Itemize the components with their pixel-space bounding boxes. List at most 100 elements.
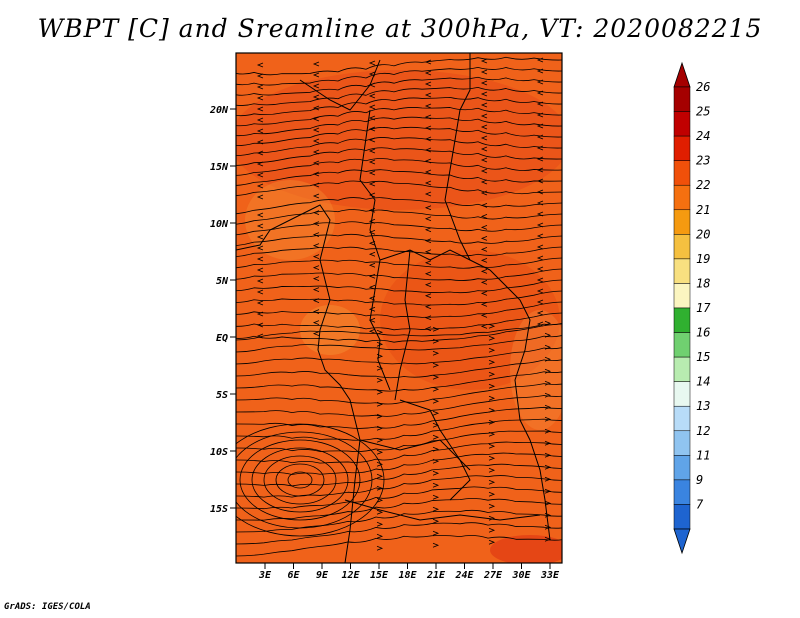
lat-tick-label: 20N <box>209 105 229 116</box>
streamline <box>236 169 562 186</box>
colorbar-bottom-arrow <box>673 528 691 555</box>
colorbar-top-arrow <box>673 61 691 88</box>
streamline-arrow <box>368 60 376 66</box>
streamline-arrow <box>256 311 264 317</box>
streamline-arrow <box>368 328 376 334</box>
streamline-arrow <box>256 333 264 339</box>
streamline-arrow <box>536 310 544 316</box>
streamline-arrow <box>424 81 432 87</box>
lon-tick-label: 27E <box>483 570 503 581</box>
streamline <box>236 522 562 545</box>
streamline-arrow <box>424 205 432 211</box>
streamline-arrow <box>432 542 440 548</box>
streamline-arrow <box>256 95 264 101</box>
streamline-arrow <box>488 347 496 353</box>
colorbar-swatch <box>673 430 691 456</box>
lat-tick-label: EQ <box>216 333 228 344</box>
streamline-arrow <box>368 104 376 110</box>
streamline-arrow <box>424 169 432 175</box>
lon-tick-label: 21E <box>426 570 446 581</box>
streamline-arrow <box>536 101 544 107</box>
colorbar-label: 22 <box>696 178 710 192</box>
streamline-arrow <box>488 479 496 485</box>
streamline-arrow <box>376 473 384 479</box>
streamline-arrow <box>376 545 384 551</box>
streamline-arrow <box>488 491 496 497</box>
streamline-arrow <box>544 368 552 374</box>
streamline-arrow <box>488 431 496 437</box>
streamline-arrow <box>544 404 552 410</box>
streamline-arrow <box>480 291 488 296</box>
streamline-arrow <box>480 146 488 152</box>
streamline-arrow <box>368 273 376 279</box>
longitude-axis: 3E 6E 9E 12E 15E 18E 21E 24E 27E 30E 33E <box>258 563 560 581</box>
streamline-arrow <box>432 386 440 392</box>
streamline-arrow <box>424 315 432 321</box>
streamline-arrow <box>256 150 264 156</box>
streamline-arrow <box>424 304 432 310</box>
streamline <box>236 56 562 76</box>
streamline-arrow <box>256 234 264 240</box>
wbpt-warm-patch-east <box>380 250 560 390</box>
streamline-arrow <box>488 455 496 461</box>
streamline-arrow <box>424 125 432 131</box>
streamline-arrow <box>312 320 320 325</box>
colorbar-swatch <box>673 160 691 186</box>
streamline-arrow <box>480 124 488 130</box>
streamline-arrow <box>480 135 488 141</box>
streamline-arrow <box>312 287 320 292</box>
streamline <box>236 406 562 429</box>
streamline-arrow <box>256 245 264 251</box>
streamline <box>236 418 562 441</box>
streamline-arrow <box>488 467 496 473</box>
streamline-arrow <box>480 269 488 274</box>
streamlines <box>236 56 562 557</box>
streamline <box>236 126 562 146</box>
streamline <box>236 497 562 521</box>
lon-tick-label: 12E <box>341 570 360 581</box>
streamline-arrow <box>376 533 384 539</box>
streamline <box>236 233 562 247</box>
streamline-arrow <box>536 68 544 74</box>
colorbar-swatch <box>673 332 691 358</box>
lon-tick-label: 18E <box>398 570 417 581</box>
streamline-arrow <box>544 380 552 386</box>
streamline-arrow <box>544 476 552 482</box>
streamline-arrow <box>432 374 440 380</box>
streamline-arrow <box>432 518 440 524</box>
streamline-arrow <box>424 70 432 76</box>
streamline-arrow <box>312 83 320 89</box>
streamline-arrow <box>424 293 432 299</box>
colorbar-swatch <box>673 479 691 505</box>
colorbar-swatch <box>673 234 691 260</box>
wbpt-warm-patch-southeast <box>490 535 562 563</box>
streamline <box>236 359 562 379</box>
streamline-arrow <box>544 344 552 350</box>
streamline-arrow <box>480 280 488 285</box>
streamline-arrow <box>256 161 264 167</box>
colorbar-label: 24 <box>696 129 710 143</box>
streamline-arrow <box>424 282 432 288</box>
streamline-arrow <box>480 203 488 208</box>
streamline <box>236 430 562 452</box>
lat-tick-label: 15S <box>210 504 228 515</box>
streamline-arrow <box>376 521 384 527</box>
colorbar-swatch <box>673 258 691 284</box>
colorbar-swatch <box>673 135 691 161</box>
vortex-streamline <box>239 439 361 521</box>
streamline-arrow <box>536 244 544 250</box>
streamline-arrow <box>536 134 544 140</box>
streamline-arrow <box>312 127 320 133</box>
colorbar-label: 14 <box>696 375 710 389</box>
streamline-arrow <box>312 116 320 122</box>
colorbar-swatch <box>673 381 691 407</box>
streamline-arrow <box>256 117 264 123</box>
streamline-arrow <box>368 306 376 312</box>
streamline-arrow <box>256 267 264 273</box>
streamline-arrow <box>432 530 440 536</box>
streamline-arrow <box>312 254 320 259</box>
lat-tick-label: 10N <box>210 219 229 230</box>
streamline <box>236 116 562 137</box>
streamline-arrow <box>536 222 544 228</box>
colorbar-label: 17 <box>696 301 711 315</box>
